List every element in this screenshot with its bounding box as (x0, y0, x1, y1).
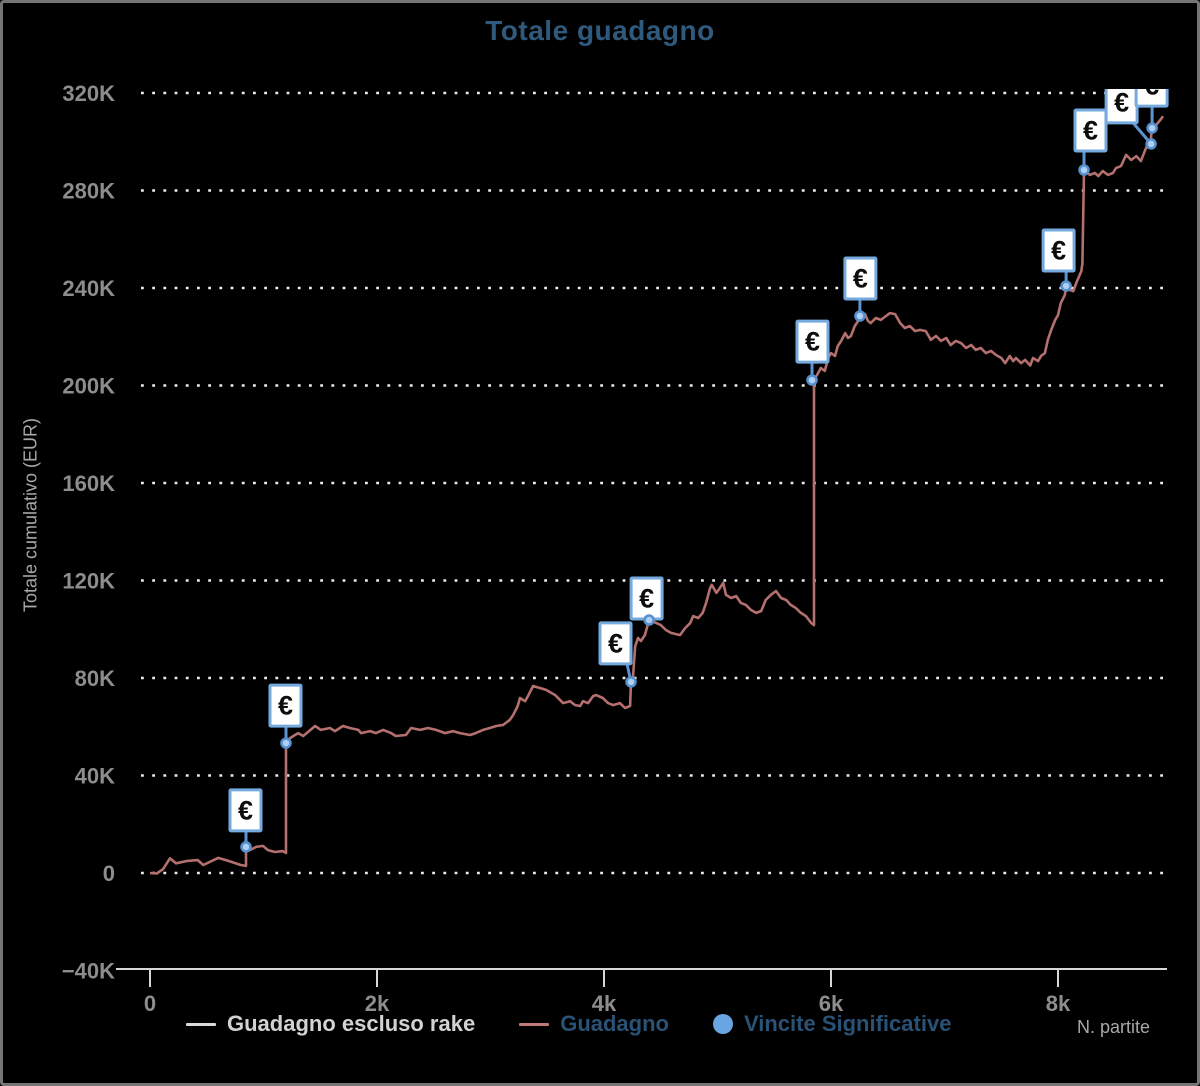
euro-symbol: € (1144, 71, 1159, 101)
significant-win-marker[interactable] (843, 256, 878, 301)
marker-dot (1078, 164, 1090, 176)
euro-symbol: € (1051, 236, 1066, 266)
euro-symbol: € (608, 628, 623, 658)
legend-line-swatch (519, 1022, 550, 1026)
x-tick-label: 6k (819, 991, 844, 1016)
plot-area: 320K 280K 240K 200K 160K 120K 80K 40K 0 −40K 0 2k 4k… (62, 65, 1169, 1016)
marker-dot (280, 737, 292, 749)
marker-dot (240, 841, 252, 853)
euro-symbol: € (1083, 116, 1098, 146)
y-tick-label: 320K (62, 81, 115, 106)
legend-label: Guadagno escluso rake (227, 1011, 476, 1036)
marker-dot (625, 676, 637, 688)
marker-dot (1145, 138, 1157, 150)
significant-win-marker[interactable] (598, 621, 633, 666)
euro-symbol: € (1114, 87, 1129, 117)
marker-dot (806, 374, 818, 386)
x-tick-label: 8k (1046, 991, 1071, 1016)
legend-item-guadagno-escluso-rake[interactable]: Guadagno escluso rake (186, 1011, 475, 1037)
y-tick-label: 240K (62, 276, 115, 301)
y-tick-label: 160K (62, 471, 115, 496)
y-tick-label: 280K (62, 179, 115, 204)
marker-dot (854, 310, 866, 322)
euro-symbol: € (805, 327, 820, 357)
y-tick-label: 40K (75, 764, 115, 789)
y-tick-label: −40K (62, 959, 115, 984)
marker-dot (1060, 280, 1072, 292)
legend-item-guadagno[interactable]: Guadagno (519, 1011, 669, 1037)
x-tick-label: 4k (592, 991, 617, 1016)
legend-circle-swatch (712, 1014, 733, 1034)
euro-symbol: € (278, 691, 293, 721)
legend-line-swatch (186, 1022, 216, 1026)
euro-symbol: € (639, 584, 654, 614)
y-tick-label: 0 (103, 861, 115, 886)
y-tick-label: 80K (75, 666, 115, 691)
significant-win-marker[interactable] (1134, 65, 1169, 108)
significant-win-marker[interactable] (795, 319, 830, 364)
significant-win-marker[interactable] (1073, 108, 1108, 153)
marker-dot (643, 614, 655, 626)
x-tick-label: 0 (144, 991, 156, 1016)
significant-win-marker[interactable] (1041, 228, 1076, 273)
significant-wins-layer: € € € € € € € € € € (228, 65, 1169, 853)
legend-label: Vincite Significative (743, 1011, 952, 1036)
x-axis-title: N. partite (1077, 1017, 1151, 1037)
legend-label: Guadagno (560, 1011, 669, 1036)
y-tick-label: 120K (62, 569, 115, 594)
x-tick-label: 2k (365, 991, 390, 1016)
euro-symbol: € (238, 795, 253, 825)
series-line-guadagno (149, 115, 1165, 875)
marker-dot (1146, 122, 1158, 134)
legend-item-vincite-significative[interactable]: Vincite Significative (712, 1011, 952, 1037)
chart-title: Totale guadagno (485, 15, 715, 46)
euro-symbol: € (853, 264, 868, 294)
significant-win-marker[interactable] (268, 683, 303, 728)
legend: Guadagno escluso rake Guadagno Vincite S… (186, 1011, 951, 1037)
y-tick-label: 200K (62, 374, 115, 399)
significant-win-marker[interactable] (228, 788, 263, 833)
